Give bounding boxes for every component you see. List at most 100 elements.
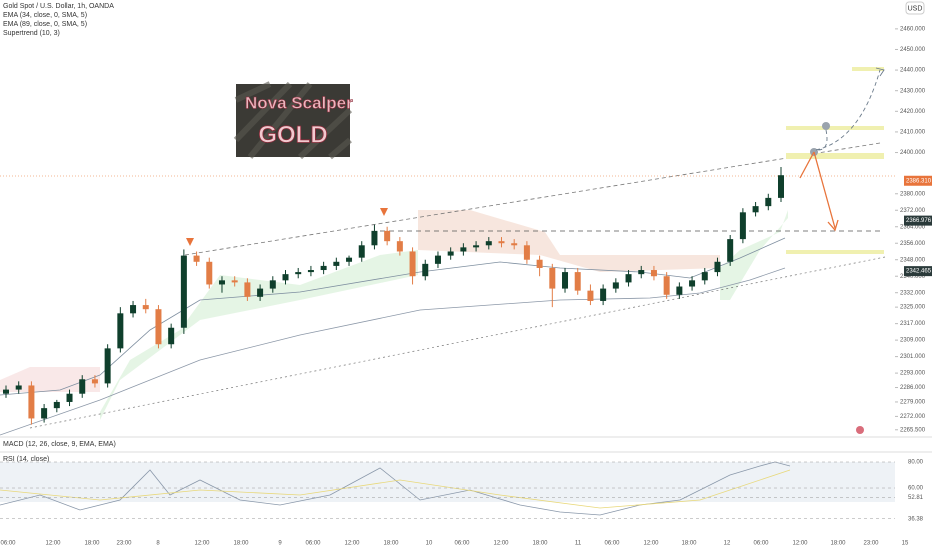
arrowhead [875, 67, 885, 77]
candle-body [15, 385, 22, 390]
zone [786, 126, 884, 130]
supertrend-up-fill [720, 210, 788, 300]
candle-body [562, 272, 569, 289]
y-tick-label: 2279.000 [900, 400, 926, 406]
projection-path [815, 69, 881, 151]
x-tick-label: 9 [278, 541, 282, 547]
y-tick-label: 2309.000 [900, 338, 926, 344]
candle-body [752, 206, 759, 213]
y-tick-label: 2286.000 [900, 385, 926, 391]
candle-body [460, 247, 467, 252]
y-tick-label: 2440.000 [900, 68, 926, 74]
zone [852, 67, 884, 71]
candle-body [625, 274, 632, 283]
currency-box[interactable] [905, 1, 925, 15]
x-tick-label: 18:00 [383, 541, 399, 547]
y-tick-label: 2317.000 [900, 321, 926, 327]
x-tick-label: 06:00 [604, 541, 620, 547]
x-tick-label: 15 [902, 541, 909, 547]
logo-text: GOLD [258, 121, 327, 148]
candle-body [396, 241, 403, 252]
candle-body [574, 272, 581, 291]
price-badge [904, 266, 932, 277]
candle-body [53, 401, 60, 409]
ema-89 [0, 267, 786, 436]
y-tick-label: 2340.000 [900, 274, 926, 280]
candle-body [206, 261, 213, 285]
y-tick-label: 2410.000 [900, 130, 926, 136]
supertrend-down-fill [418, 210, 720, 272]
candle-body [536, 259, 543, 268]
x-tick-label: 12:00 [493, 541, 509, 547]
candle-body [727, 239, 734, 262]
candle-body [612, 282, 619, 289]
y-tick-label: 2364.000 [900, 224, 926, 230]
y-tick-label: 2272.000 [900, 414, 926, 420]
candle-body [117, 313, 124, 349]
candle-body [41, 408, 48, 419]
candle-body [257, 288, 264, 297]
x-tick-label: 18:00 [84, 541, 100, 547]
candle-body [689, 280, 696, 287]
x-tick-label: 23:00 [863, 541, 879, 547]
currency[interactable]: USD [908, 5, 923, 12]
candle-body [142, 305, 149, 310]
y-tick-label: 2325.000 [900, 305, 926, 311]
candle-body [473, 245, 480, 248]
candle-body [28, 385, 35, 419]
x-tick-label: 12:00 [45, 541, 61, 547]
candle-body [778, 175, 784, 198]
candle-body [91, 379, 98, 384]
candle-body [434, 255, 441, 264]
y-tick-label: 2356.000 [900, 241, 926, 247]
candle-body [498, 241, 505, 244]
rsi-band [0, 462, 895, 502]
x-tick-label: 06:00 [454, 541, 470, 547]
candle-body [320, 265, 327, 271]
zone [786, 250, 884, 254]
x-tick-label: 06:00 [753, 541, 769, 547]
x-tick-label: 12 [724, 541, 731, 547]
supertrend-down-fill [0, 367, 100, 392]
indicator-label: EMA (89, close, 0, SMA, 5) [3, 21, 87, 28]
candle-body [346, 257, 353, 262]
candle-body [409, 251, 416, 277]
candle-body [295, 272, 302, 275]
candles [3, 166, 784, 425]
y-tick-label: 2293.000 [900, 371, 926, 377]
price-badge [904, 175, 932, 186]
candle-body [600, 288, 607, 301]
candle-body [333, 261, 340, 266]
trendline [29, 256, 886, 429]
candle-body [307, 270, 314, 273]
y-tick-label: 2380.000 [900, 191, 926, 197]
x-tick-label: 18:00 [532, 541, 548, 547]
y-tick-label: 2372.000 [900, 208, 926, 214]
candle-body [193, 255, 200, 262]
candle-body [282, 274, 289, 281]
y-tick-label: 2348.000 [900, 257, 926, 263]
x-tick-label: 8 [156, 541, 160, 547]
candle-body [3, 389, 9, 394]
rsi-tick-label: 52.81 [908, 495, 924, 501]
y-tick-label: 2450.000 [900, 47, 926, 53]
chart-title: Gold Spot / U.S. Dollar, 1h, OANDA [3, 3, 114, 10]
candle-body [676, 286, 683, 295]
supertrend-up-fill [100, 250, 418, 420]
y-tick-label: 2301.000 [900, 354, 926, 360]
candle-body [638, 270, 645, 275]
forecast-arrow [799, 151, 839, 232]
y-tick-label: 2400.000 [900, 150, 926, 156]
indicator-label: Supertrend (10, 3) [3, 30, 60, 37]
overlays [0, 67, 895, 436]
candle-body [650, 270, 657, 277]
candle-body [587, 290, 594, 301]
marker [822, 122, 830, 130]
candle-body [663, 276, 670, 295]
y-tick-label: 2332.000 [900, 290, 926, 296]
y-tick-label: 2460.000 [900, 26, 926, 32]
candle-body [701, 272, 708, 281]
indicator-label: EMA (34, close, 0, SMA, 5) [3, 12, 87, 19]
candle-body [244, 282, 251, 297]
